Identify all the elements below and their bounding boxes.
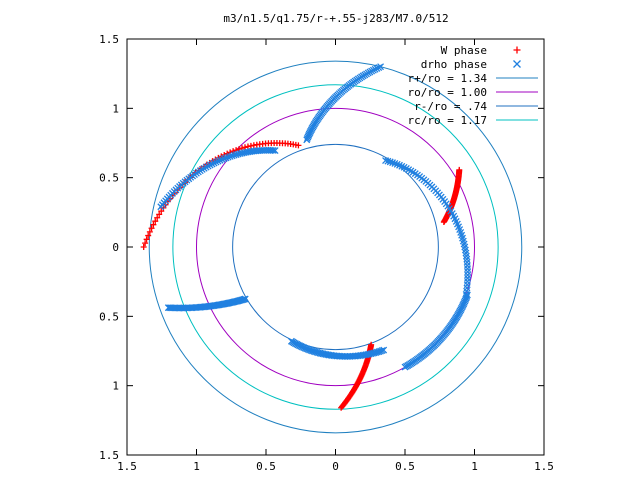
point — [375, 64, 383, 72]
legend-label: r+/ro = 1.34 — [408, 72, 488, 85]
legend-label: ro/ro = 1.00 — [408, 86, 487, 99]
series-1 — [157, 63, 472, 371]
y-tick-label: 1 — [112, 380, 119, 393]
legend-label: rc/ro = 1.17 — [408, 114, 487, 127]
legend-marker-sample — [513, 46, 521, 54]
point — [384, 157, 392, 165]
point — [145, 232, 152, 239]
legend-marker-sample — [513, 60, 521, 68]
x-tick-label: 1 — [193, 460, 200, 473]
point — [143, 236, 150, 243]
point — [204, 162, 212, 170]
point — [218, 155, 226, 163]
y-tick-label: 1.5 — [99, 449, 119, 462]
x-tick-label: 1.5 — [117, 460, 137, 473]
point — [210, 159, 218, 167]
point — [212, 158, 220, 166]
point — [401, 363, 409, 371]
point — [377, 63, 385, 71]
point — [206, 161, 214, 169]
point — [146, 228, 153, 235]
x-tick-label: 0 — [332, 460, 339, 473]
x-tick-label: 0.5 — [256, 460, 276, 473]
point — [236, 146, 243, 153]
point — [140, 244, 147, 250]
point — [440, 219, 447, 226]
point — [226, 153, 234, 160]
point — [303, 136, 311, 144]
point — [222, 154, 230, 162]
point — [216, 156, 224, 164]
legend-label: drho phase — [421, 58, 487, 71]
chart-title: m3/n1.5/q1.75/r-+.55-j283/M7.0/512 — [223, 12, 448, 25]
point — [148, 225, 155, 232]
point — [158, 208, 165, 215]
circle-1 — [196, 107, 475, 387]
point — [269, 146, 277, 154]
circle-2 — [232, 143, 439, 351]
legend-label: r-/ro = .74 — [414, 100, 487, 113]
point — [368, 341, 375, 348]
point — [295, 142, 302, 149]
circle-0 — [148, 60, 523, 434]
point — [228, 152, 236, 160]
point — [382, 157, 389, 164]
point — [287, 337, 295, 345]
x-tick-label: 1 — [471, 460, 478, 473]
y-tick-label: 0.5 — [99, 172, 119, 185]
point — [220, 155, 228, 163]
y-tick-label: 0.5 — [99, 310, 119, 323]
point — [154, 214, 161, 221]
point — [230, 151, 238, 159]
x-tick-label: 0.5 — [395, 460, 415, 473]
point — [230, 148, 237, 155]
point — [156, 211, 163, 218]
y-tick-label: 1.5 — [99, 33, 119, 46]
point — [150, 221, 157, 228]
axis-ticks: 1.5 1 0.5 0 0.5 1 1.51.510.500.511.5 — [99, 33, 554, 473]
point — [208, 160, 216, 168]
point — [234, 150, 242, 158]
x-tick-label: 1.5 — [534, 460, 554, 473]
data-points — [140, 63, 472, 411]
y-tick-label: 1 — [112, 102, 119, 115]
point — [214, 157, 222, 165]
point — [232, 151, 240, 159]
point — [142, 240, 149, 247]
point — [241, 295, 249, 303]
point — [224, 153, 232, 161]
point — [152, 218, 159, 225]
y-tick-label: 0 — [112, 241, 119, 254]
legend-label: W phase — [441, 44, 487, 57]
circle-3 — [172, 84, 499, 410]
reference-circles — [148, 60, 523, 434]
point — [271, 147, 279, 155]
